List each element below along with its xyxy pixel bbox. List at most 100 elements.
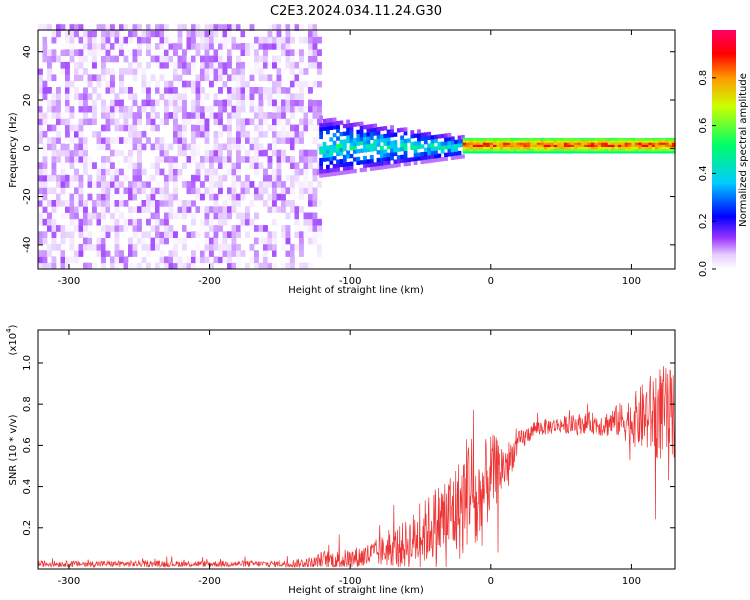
heatmap-cell-1841	[400, 158, 404, 163]
heatmap-cell-835	[182, 87, 187, 94]
heatmap-cell-266	[83, 200, 88, 207]
heatmap-cell-634	[150, 243, 156, 251]
heatmap-cell-1002	[213, 225, 219, 232]
heatmap-cell-402	[105, 87, 111, 94]
heatmap-cell-1627	[319, 115, 323, 120]
heatmap-cell-1265	[258, 262, 264, 270]
heatmap-cell-283	[83, 36, 88, 44]
heatmap-cell-1326	[267, 112, 273, 119]
heatmap-cell-2020	[493, 144, 497, 147]
heatmap-cell-468	[119, 181, 124, 188]
heatmap-cell-2212	[584, 137, 588, 141]
heatmap-cell-445	[114, 206, 120, 213]
heatmap-cell-2035	[499, 142, 504, 145]
heatmap-cell-1773	[369, 131, 374, 137]
heatmap-cell-1362	[272, 55, 277, 63]
heatmap-cell-1657	[329, 125, 334, 130]
heatmap-cell-1926	[444, 137, 448, 142]
heatmap-cell-773	[173, 149, 178, 157]
heatmap-cell-1461	[290, 80, 295, 88]
heatmap-cell-274	[83, 112, 88, 119]
heatmap-cell-1895	[427, 147, 431, 152]
heatmap-cell-2119	[540, 142, 545, 145]
heatmap-cell-88	[51, 200, 57, 207]
heatmap-cell-2101	[533, 150, 538, 154]
heatmap-cell-1981	[472, 137, 477, 141]
heatmap-cell-66	[47, 174, 52, 182]
heatmap-cell-779	[173, 105, 178, 113]
heatmap-cell-1858	[407, 157, 411, 162]
heatmap-cell-1704	[346, 154, 350, 159]
snr-y-tick-label: 1.0	[22, 355, 33, 371]
heatmap-cell-2362	[658, 146, 663, 150]
heatmap-cell-649	[150, 99, 156, 107]
heatmap-cell-2245	[601, 142, 605, 145]
heatmap-cell-2317	[634, 137, 639, 141]
heatmap-cell-778	[173, 112, 178, 119]
heatmap-cell-534	[128, 24, 133, 31]
heatmap-cell-295	[87, 156, 93, 163]
heatmap-cell-357	[101, 218, 106, 226]
snr-y-tick-label: 0.2	[22, 520, 33, 536]
heatmap-cell-1178	[240, 218, 246, 226]
heatmap-cell-193	[69, 137, 75, 144]
heatmap-cell-1806	[383, 149, 388, 154]
heatmap-cell-971	[204, 24, 210, 31]
heatmap-cell-1262	[254, 55, 259, 63]
heatmap-cell-1830	[393, 159, 398, 164]
heatmap-cell-1346	[272, 187, 277, 195]
heatmap-cell-1239	[249, 68, 255, 75]
heatmap-cell-1344	[272, 200, 277, 207]
heatmap-cell-805	[177, 93, 183, 100]
heatmap-cell-182	[69, 212, 75, 220]
heatmap-cell-2337	[644, 140, 649, 143]
heatmap-cell-1292	[263, 237, 268, 245]
heatmap-cell-1807	[383, 141, 388, 146]
heatmap-cell-1795	[380, 157, 384, 162]
heatmap-cell-1714	[349, 161, 354, 166]
heatmap-cell-860	[186, 30, 192, 38]
heatmap-cell-335	[96, 193, 102, 201]
heatmap-cell-179	[69, 237, 75, 245]
heatmap-cell-911	[195, 74, 201, 82]
heatmap-cell-1632	[322, 149, 327, 155]
heatmap-cell-2377	[665, 144, 669, 147]
colorbar-tick-label: 0.4	[698, 165, 709, 181]
heatmap-cell-197	[69, 99, 75, 107]
heatmap-cell-957	[204, 130, 210, 138]
heatmap-cell-2189	[574, 142, 578, 145]
heatmap-cell-1176	[240, 250, 246, 257]
heatmap-cell-1503	[299, 149, 304, 157]
heatmap-cell-1774	[369, 128, 374, 133]
heatmap-cell-1284	[258, 68, 264, 75]
heatmap-cell-2302	[628, 140, 632, 143]
heatmap-cell-1119	[231, 231, 237, 238]
heatmap-cell-1644	[326, 145, 330, 150]
heatmap-cell-672	[155, 112, 160, 119]
heatmap-cell-1900	[430, 154, 435, 159]
heatmap-cell-121	[56, 93, 61, 100]
heatmap-cell-1089	[227, 243, 232, 251]
heatmap-cell-1934	[450, 155, 455, 160]
heatmap-cell-1732	[356, 149, 361, 154]
heatmap-cell-100	[51, 99, 57, 107]
heatmap-cell-886	[191, 43, 196, 50]
heatmap-cell-1057	[218, 43, 223, 50]
heatmap-cell-1877	[417, 133, 421, 138]
heatmap-cell-2015	[489, 140, 494, 143]
heatmap-cell-2044	[503, 137, 507, 141]
heatmap-cell-2143	[553, 150, 558, 154]
heatmap-cell-1287	[258, 36, 264, 44]
heatmap-cell-302	[87, 74, 93, 82]
heatmap-cell-320	[92, 99, 97, 107]
heatmap-cell-2122	[543, 150, 548, 154]
heatmap-cell-1811	[386, 164, 391, 169]
heatmap-cell-791	[177, 237, 183, 245]
heatmap-cell-1099	[227, 137, 232, 144]
heatmap-cell-2116	[540, 148, 545, 152]
heatmap-cell-1062	[222, 243, 228, 251]
heatmap-cell-1497	[299, 206, 304, 213]
heatmap-cell-1076	[222, 99, 228, 107]
heatmap-cell-2275	[614, 137, 619, 141]
heatmap-cell-561	[132, 61, 138, 69]
